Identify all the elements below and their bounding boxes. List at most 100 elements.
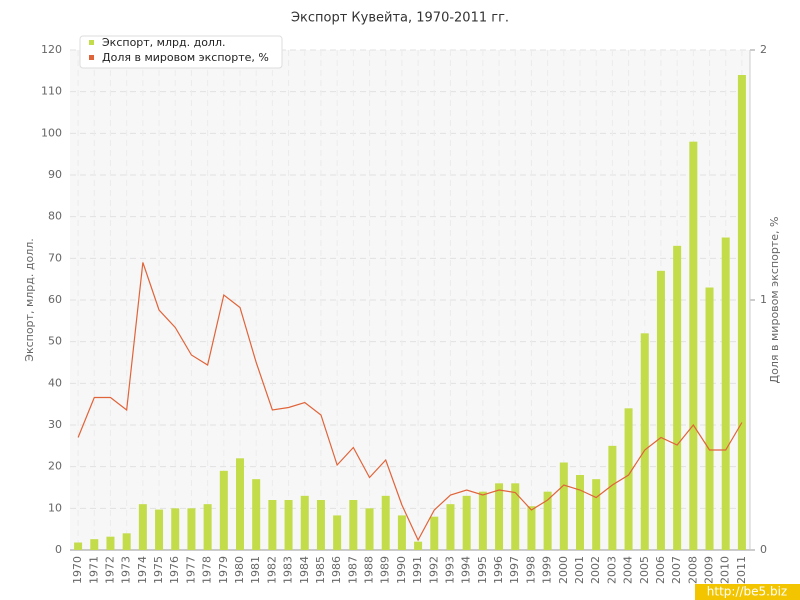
y2-axis-title: Доля в мировом экспорте, % <box>768 217 781 384</box>
x-tick-label: 1995 <box>476 556 489 584</box>
y-tick-label: 70 <box>48 251 62 264</box>
bar <box>673 245 682 551</box>
bar <box>608 445 617 550</box>
bar <box>300 495 309 550</box>
x-tick-label: 1981 <box>249 556 262 584</box>
x-tick-label: 1998 <box>524 556 537 584</box>
y-tick-label: 30 <box>48 418 62 431</box>
bar <box>365 508 374 550</box>
x-tick-label: 2007 <box>670 556 683 584</box>
bar <box>656 270 665 550</box>
y-tick-label: 0 <box>55 543 62 556</box>
x-tick-label: 1987 <box>346 556 359 584</box>
x-tick-label: 2001 <box>573 556 586 584</box>
line <box>77 262 743 542</box>
y-tick-label: 50 <box>48 335 62 348</box>
x-tick-label: 2000 <box>557 556 570 584</box>
bar <box>624 408 633 550</box>
marks <box>74 75 746 551</box>
x-tick-label: 1982 <box>265 556 278 584</box>
bar <box>446 504 455 550</box>
legend-marker <box>89 40 94 45</box>
watermark-bg <box>695 584 800 600</box>
bar <box>705 287 714 550</box>
x-tick-label: 1980 <box>233 556 246 584</box>
x-tick-label: 1986 <box>330 556 343 584</box>
bar <box>478 491 487 550</box>
x-tick-label: 1999 <box>541 556 554 584</box>
bar <box>155 509 164 550</box>
y-tick-label: 110 <box>41 85 62 98</box>
y-tick-label: 90 <box>48 168 62 181</box>
x-tick-label: 1992 <box>427 556 440 584</box>
bar <box>219 470 228 550</box>
bar <box>721 237 730 550</box>
bar <box>284 500 293 550</box>
legend-marker <box>89 55 94 60</box>
bar <box>122 533 131 550</box>
x-tick-label: 1990 <box>395 556 408 584</box>
x-tick-label: 1976 <box>168 556 181 584</box>
y-tick-label: 60 <box>48 293 62 306</box>
bar <box>187 508 196 550</box>
x-tick-label: 1979 <box>217 556 230 584</box>
x-tick-label: 2008 <box>686 556 699 584</box>
x-tick-label: 2006 <box>654 556 667 584</box>
bar <box>592 479 601 550</box>
y2-tick-label: 0 <box>760 543 767 556</box>
x-tick-label: 1973 <box>120 556 133 584</box>
x-tick-label: 1975 <box>152 556 165 584</box>
y-tick-label: 40 <box>48 376 62 389</box>
bar <box>737 75 746 550</box>
x-tick-label: 2009 <box>703 556 716 584</box>
bar <box>316 500 325 550</box>
bar <box>397 515 406 550</box>
x-tick-label: 1989 <box>379 556 392 584</box>
x-tick-label: 1972 <box>103 556 116 584</box>
bar <box>236 458 244 550</box>
bar <box>90 539 99 550</box>
legend-label: Экспорт, млрд. долл. <box>102 36 225 49</box>
x-tick-label: 1996 <box>492 556 505 584</box>
x-tick-label: 1984 <box>298 556 311 584</box>
y-tick-label: 20 <box>48 460 62 473</box>
bar <box>527 506 536 550</box>
x-tick-label: 1985 <box>314 556 327 584</box>
x-tick-label: 1994 <box>460 556 473 584</box>
bar <box>252 479 261 550</box>
x-tick-label: 1978 <box>201 556 214 584</box>
x-tick-label: 1997 <box>508 556 521 584</box>
x-tick-label: 1971 <box>87 556 100 584</box>
bar <box>689 141 698 550</box>
bar <box>576 475 584 550</box>
y-tick-label: 80 <box>48 210 62 223</box>
x-tick-label: 2011 <box>735 556 748 584</box>
bar <box>430 516 439 550</box>
y-tick-label: 100 <box>41 126 62 139</box>
watermark: http://be5.biz <box>707 585 787 599</box>
bar <box>349 500 358 550</box>
bar <box>414 541 423 550</box>
x-tick-label: 1970 <box>71 556 84 584</box>
x-tick-label: 2002 <box>589 556 602 584</box>
x-tick-label: 1974 <box>136 556 149 584</box>
x-tick-label: 2005 <box>638 556 651 584</box>
legend: Экспорт, млрд. долл. Доля в мировом эксп… <box>79 35 283 69</box>
bar <box>640 333 649 550</box>
bar <box>333 515 342 550</box>
x-tick-label: 2010 <box>719 556 732 584</box>
bar <box>268 500 277 550</box>
y-tick-label: 10 <box>48 501 62 514</box>
x-tick-label: 1991 <box>411 556 424 584</box>
x-tick-label: 1993 <box>443 556 456 584</box>
bar <box>106 536 115 550</box>
x-tick-label: 2004 <box>622 556 635 584</box>
y-tick-label: 120 <box>41 43 62 56</box>
chart-title: Экспорт Кувейта, 1970-2011 гг. <box>291 11 509 26</box>
legend-label: Доля в мировом экспорте, % <box>102 51 269 64</box>
y2-tick-label: 2 <box>760 43 767 56</box>
bar <box>495 483 504 550</box>
bar <box>74 542 83 550</box>
